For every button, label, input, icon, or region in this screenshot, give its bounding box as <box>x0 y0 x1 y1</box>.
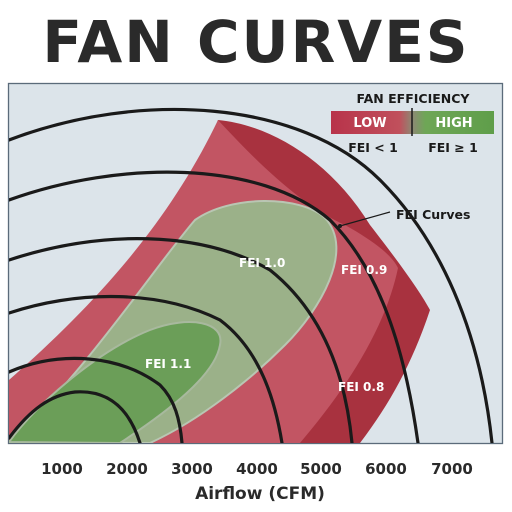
legend-high: HIGH <box>435 116 472 131</box>
fan-curve <box>9 390 142 443</box>
x-axis-title: Airflow (CFM) <box>195 484 325 504</box>
efficiency-legend: FAN EFFICIENCY LOW HIGH FEI < 1 FEI ≥ 1 <box>331 91 494 155</box>
x-tick-label: 4000 <box>236 460 278 478</box>
legend-high-note: FEI ≥ 1 <box>428 140 478 155</box>
fan-curve-lines <box>9 107 494 443</box>
x-tick-label: 5000 <box>300 460 342 478</box>
fei-1-0-label: FEI 1.0 <box>239 256 285 270</box>
fei-0-8-label: FEI 0.8 <box>338 380 384 394</box>
page-title: FAN CURVES <box>42 8 470 76</box>
fan-curve <box>9 294 284 443</box>
fei-0-9-label: FEI 0.9 <box>341 263 387 277</box>
legend-low: LOW <box>353 116 386 131</box>
fei-1-1-region <box>9 321 222 443</box>
fan-curve <box>9 356 184 443</box>
callout-dot <box>338 224 342 228</box>
x-tick-label: 2000 <box>106 460 148 478</box>
x-tick-label: 1000 <box>41 460 83 478</box>
fan-curve <box>9 237 354 443</box>
fei-1-1-label: FEI 1.1 <box>145 357 191 371</box>
x-tick-label: 6000 <box>365 460 407 478</box>
fei-curves-callout: FEI Curves <box>396 207 470 222</box>
callout-line <box>339 211 391 227</box>
x-axis: 1000 2000 3000 4000 5000 6000 7000 Airfl… <box>41 460 473 504</box>
x-tick-label: 7000 <box>431 460 473 478</box>
fan-curve <box>9 170 420 443</box>
x-tick-label: 3000 <box>171 460 213 478</box>
legend-low-note: FEI < 1 <box>348 140 398 155</box>
legend-title: FAN EFFICIENCY <box>357 91 471 106</box>
fan-curve <box>9 107 494 443</box>
